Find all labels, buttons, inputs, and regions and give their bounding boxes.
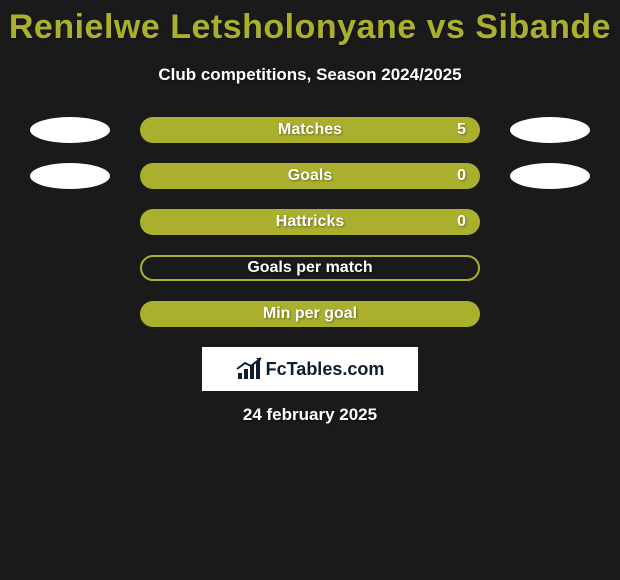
stat-label: Goals per match [247,259,372,277]
stat-bar: Goals 0 [140,163,480,189]
stat-label: Matches [278,121,342,139]
player-left-ellipse [30,163,110,189]
player-left-ellipse [30,117,110,143]
stat-value: 5 [457,121,466,139]
stat-row: Goals 0 [0,163,620,189]
stat-row: Hattricks 0 [0,209,620,235]
stat-bar: Min per goal [140,301,480,327]
stat-row: Goals per match [0,255,620,281]
stat-row: Matches 5 [0,117,620,143]
stat-rows: Matches 5 Goals 0 Hattricks 0 Goals per match M… [0,117,620,327]
ellipse-placeholder [510,255,590,281]
player-right-ellipse [510,163,590,189]
stat-value: 0 [457,213,466,231]
stat-label: Min per goal [263,305,357,323]
ellipse-placeholder [30,255,110,281]
page-title: Renielwe Letsholonyane vs Sibande [0,0,620,47]
stat-row: Min per goal [0,301,620,327]
ellipse-placeholder [30,209,110,235]
ellipse-placeholder [30,301,110,327]
stat-label: Goals [288,167,332,185]
stat-label: Hattricks [276,213,344,231]
comparison-infographic: Renielwe Letsholonyane vs Sibande Club c… [0,0,620,580]
stat-bar: Hattricks 0 [140,209,480,235]
logo-box: FcTables.com [202,347,418,391]
date-label: 24 february 2025 [0,405,620,425]
logo-text: FcTables.com [266,359,385,380]
ellipse-placeholder [510,209,590,235]
subtitle: Club competitions, Season 2024/2025 [0,65,620,85]
bar-chart-icon [236,359,260,379]
stat-bar: Matches 5 [140,117,480,143]
stat-value: 0 [457,167,466,185]
ellipse-placeholder [510,301,590,327]
player-right-ellipse [510,117,590,143]
stat-bar: Goals per match [140,255,480,281]
logo: FcTables.com [236,359,385,380]
